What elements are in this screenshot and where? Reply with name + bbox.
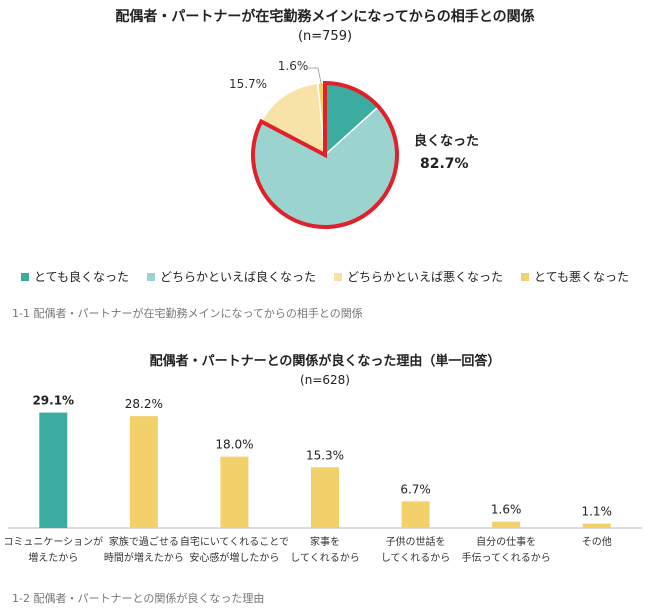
x-tick-label: 自宅にいてくれることで — [180, 535, 289, 548]
bar — [39, 412, 68, 528]
pie-highlight-value: 82.7% — [420, 156, 469, 172]
x-tick-label: してくれるから — [290, 552, 359, 564]
bar-figure-caption: 1-2 配偶者・パートナーとの関係が良くなった理由 — [12, 592, 265, 605]
legend-label: とても悪くなった — [534, 270, 630, 284]
legend-item: どちらかといえば良くなった — [146, 268, 316, 285]
pie-chart-title: 配偶者・パートナーが在宅勤務メインになってからの相手との関係 — [115, 9, 535, 25]
bar — [582, 523, 611, 528]
x-tick-label: 手伝ってくれるから — [462, 551, 551, 564]
x-tick-label: 時間が増えたから — [104, 551, 184, 564]
bar-value-label: 18.0% — [215, 438, 253, 452]
bar-value-label: 6.7% — [400, 482, 431, 496]
pie-slice-label: 15.7% — [229, 77, 267, 91]
x-tick-label: してくれるから — [381, 552, 450, 564]
x-tick-label: 安心感が増したから — [189, 551, 279, 564]
legend-item: とても悪くなった — [521, 268, 629, 285]
legend-label: とても良くなった — [33, 270, 129, 284]
legend-item: とても良くなった — [20, 268, 129, 285]
pie-chart: 15.7% 1.6% 良くなった 82.7% — [229, 59, 479, 229]
pie-sample-size: (n=759) — [297, 29, 353, 44]
x-tick-label: 家事を — [310, 535, 340, 548]
bar-value-label: 28.2% — [125, 397, 163, 411]
legend-label: どちらかといえば良くなった — [159, 270, 316, 284]
bar — [129, 416, 158, 528]
pie-legend: とても良くなった どちらかといえば良くなった どちらかといえば悪くなった とても… — [0, 268, 650, 285]
bar-value-label: 29.1% — [32, 394, 74, 408]
pie-leader-line — [317, 67, 322, 86]
x-tick-label: 子供の世話を — [386, 535, 446, 548]
bar — [401, 501, 430, 528]
x-tick-label: その他 — [582, 535, 612, 548]
legend-swatch — [334, 272, 342, 281]
pie-highlight-outline — [251, 80, 399, 229]
bar-value-label: 15.3% — [306, 448, 344, 462]
legend-swatch — [521, 272, 530, 281]
bar — [220, 456, 249, 528]
legend-swatch — [20, 272, 29, 281]
x-tick-label: 家族で過ごせる — [109, 535, 179, 548]
pie-figure-caption: 1-1 配偶者・パートナーが在宅勤務メインになってからの相手との関係 — [12, 307, 363, 320]
pie-highlight-label: 良くなった — [414, 133, 479, 149]
bar-sample-size: (n=628) — [300, 373, 350, 387]
x-tick-label: 自分の仕事を — [476, 535, 536, 548]
pie-slice-label: 1.6% — [278, 59, 309, 73]
x-tick-label: コミュニケーションが — [3, 535, 103, 548]
bar-chart-title: 配偶者・パートナーとの関係が良くなった理由（単一回答） — [149, 354, 501, 369]
legend-item: どちらかといえば悪くなった — [334, 268, 503, 285]
pie-slice — [260, 82, 326, 157]
bar — [492, 521, 521, 528]
x-tick-label: 増えたから — [28, 551, 78, 564]
legend-label: どちらかといえば悪くなった — [347, 270, 504, 284]
bar — [311, 467, 339, 528]
legend-swatch — [146, 272, 155, 281]
bar-value-label: 1.6% — [491, 503, 522, 517]
bar-value-label: 1.1% — [581, 505, 612, 519]
